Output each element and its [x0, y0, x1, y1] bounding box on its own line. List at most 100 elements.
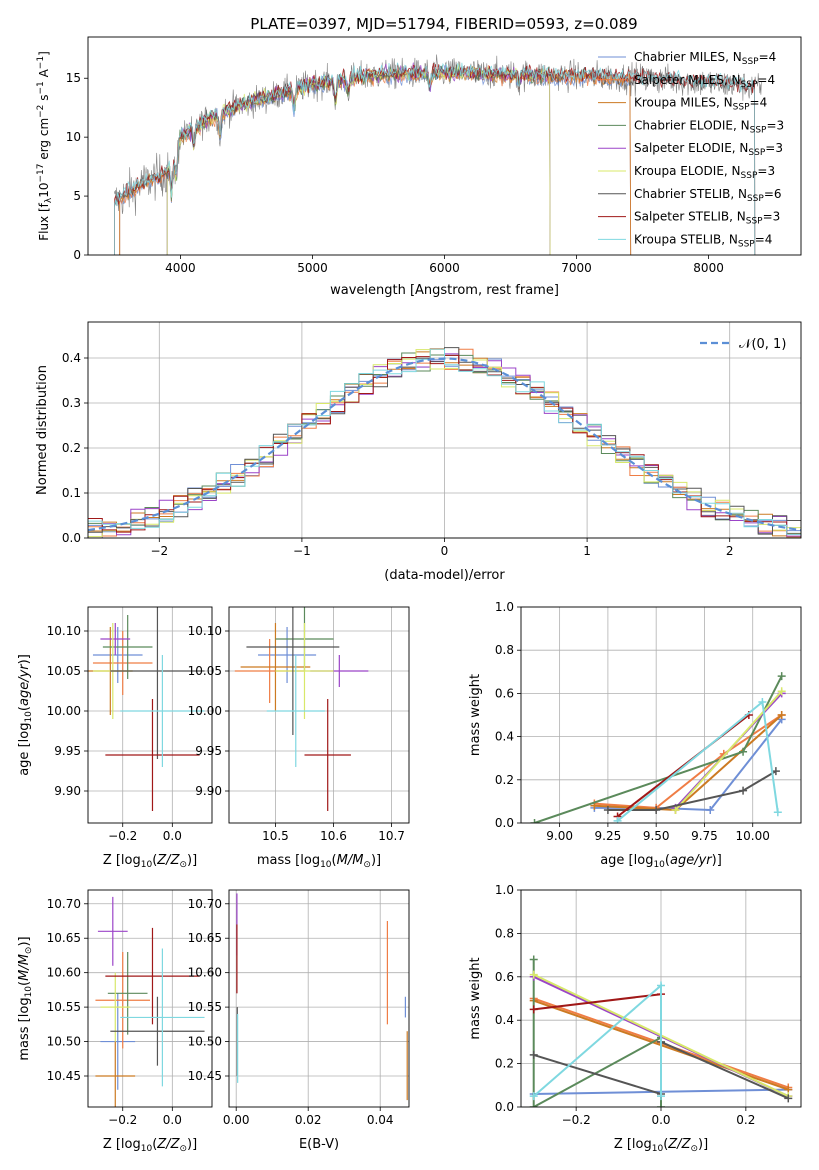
y-tick-label: 0.0	[495, 816, 514, 830]
legend-label: 𝒩(0, 1)	[739, 337, 786, 352]
axes-frame	[87, 606, 213, 824]
errorbar-chabrier-stelib	[246, 607, 340, 735]
chart-age_vs_Z: −0.2 0.0 9.90 9.95 10.00 10.05 10.10 Z [log10(Z…	[17, 606, 213, 870]
errorbar-salpeter-stelib	[304, 699, 351, 811]
point-marker	[671, 806, 680, 815]
y-tick-label: 10.70	[188, 897, 222, 911]
plot-area	[529, 955, 793, 1107]
y-tick-label: 9.95	[195, 744, 222, 758]
x-tick-label: −1	[293, 544, 311, 558]
y-tick-label: 10.05	[188, 664, 222, 678]
errorbar-kroupa-miles	[95, 1041, 136, 1107]
x-tick-label: 5000	[297, 261, 328, 275]
y-tick-label: 10.55	[188, 1000, 222, 1014]
y-tick-label: 10.00	[47, 704, 81, 718]
y-tick-label: 10.55	[47, 1000, 81, 1014]
errorbar-chabrier-stelib	[110, 607, 205, 759]
y-tick-label: 10.45	[188, 1069, 222, 1083]
y-tick-label: 1.0	[495, 883, 514, 897]
y-tick-label: 0.0	[495, 1100, 514, 1114]
y-tick-label: 5	[73, 189, 81, 203]
point-marker	[777, 687, 786, 696]
x-tick-label: −2	[150, 544, 168, 558]
legend-label: Kroupa ELODIE, NSSP=3	[634, 164, 775, 181]
y-tick-label: 10.00	[188, 704, 222, 718]
y-tick-label: 0.6	[495, 970, 514, 984]
y-tick-label: 0.4	[495, 1013, 514, 1027]
x-tick-label: 1	[583, 544, 591, 558]
line-kroupa-elodie	[674, 690, 783, 811]
errorbar-chabrier-elodie	[107, 952, 148, 1035]
x-axis-label: mass [log10(M/M⊙)]	[257, 853, 381, 870]
x-tick-label: 0.2	[736, 1113, 755, 1127]
errorbar-kroupa-miles	[240, 623, 311, 711]
model-kroupa-stelib	[114, 62, 756, 255]
y-tick-label: 1.0	[495, 600, 514, 614]
axes-frame	[87, 36, 802, 256]
x-axis-label: Z [log10(Z/Z⊙)]	[614, 1137, 708, 1154]
y-tick-label: 10.60	[188, 966, 222, 980]
x-tick-label: 0.0	[163, 829, 182, 843]
point-marker	[777, 711, 786, 719]
y-axis-label: mass weight	[468, 957, 483, 1039]
y-tick-label: 10.60	[47, 966, 81, 980]
errorbar-kroupa-elodie	[275, 623, 334, 719]
y-tick-label: 0.2	[495, 773, 514, 787]
x-tick-label: −0.2	[562, 1113, 591, 1127]
plot-area	[530, 672, 786, 823]
errorbar-chabrier-elodie	[102, 615, 153, 679]
x-tick-label: 0.02	[295, 1113, 322, 1127]
plot-area	[88, 607, 205, 811]
plot-area	[234, 607, 369, 811]
x-tick-label: 10.00	[736, 829, 770, 843]
x-tick-label: 4000	[165, 261, 196, 275]
point-marker	[529, 1103, 538, 1107]
errorbar-salpeter-elodie	[100, 623, 131, 655]
plot-area	[236, 893, 408, 1101]
y-tick-label: 10.10	[188, 624, 222, 638]
axes-frame	[520, 889, 802, 1108]
y-tick-label: 9.90	[54, 784, 81, 798]
chart-mass_vs_Z: −0.2 0.0 10.45 10.50 10.55 10.60 10.65 10.70 Z […	[17, 889, 213, 1154]
chart-residuals: −2 −1 0 1 2 0.0 0.1 0.2 0.3 0.4 (data-model)/error…	[35, 321, 802, 583]
x-axis-label: age [log10(age/yr)]	[600, 853, 722, 870]
point-marker	[529, 955, 538, 964]
x-tick-label: 0.0	[651, 1113, 670, 1127]
plot-area	[114, 54, 762, 255]
x-axis-label: E(B-V)	[299, 1137, 339, 1152]
errorbar-kroupa-stelib	[120, 948, 205, 1087]
grid	[229, 890, 409, 1107]
y-tick-label: 10.70	[47, 897, 81, 911]
line-chabrier-elodie	[532, 959, 662, 1107]
point-marker	[657, 1092, 665, 1101]
errorbar-salpeter-stelib	[105, 699, 200, 811]
x-axis-label: wavelength [Angstrom, rest frame]	[330, 283, 559, 298]
model-kroupa-miles	[119, 67, 632, 255]
x-tick-label: 10.7	[378, 829, 405, 843]
y-axis-label: age [log10(age/yr)]	[17, 654, 34, 776]
y-tick-label: 0.2	[495, 1057, 514, 1071]
chart-spectrum: 4000 5000 6000 7000 8000 0 5 10 15 wavelength [An…	[36, 36, 802, 298]
x-tick-label: 9.50	[643, 829, 670, 843]
point-marker	[771, 767, 780, 776]
chart-weight_vs_age: 9.00 9.25 9.50 9.75 10.00 0.0 0.2 0.4 0.6 0.8 1.0 a…	[468, 600, 802, 870]
line-salpeter-stelib	[533, 993, 662, 1011]
point-marker	[652, 806, 661, 815]
x-tick-label: 8000	[693, 261, 724, 275]
line-chabrier-elodie	[534, 675, 783, 823]
errorbar-kroupa-stelib	[120, 655, 205, 767]
x-tick-label: 9.00	[546, 829, 573, 843]
axes-frame	[520, 606, 802, 824]
x-tick-label: 6000	[429, 261, 460, 275]
x-axis-label: Z [log10(Z/Z⊙)]	[103, 853, 197, 870]
x-tick-label: 10.5	[262, 829, 289, 843]
y-tick-label: 10.10	[47, 624, 81, 638]
plot-area	[88, 347, 801, 538]
y-tick-label: 10.50	[47, 1035, 81, 1049]
y-tick-label: 15	[66, 71, 81, 85]
errorbar-salpeter-elodie	[97, 896, 128, 966]
y-tick-label: 10	[66, 130, 81, 144]
axes-frame	[87, 889, 213, 1108]
axes-frame	[228, 889, 410, 1108]
y-tick-label: 0	[73, 248, 81, 262]
